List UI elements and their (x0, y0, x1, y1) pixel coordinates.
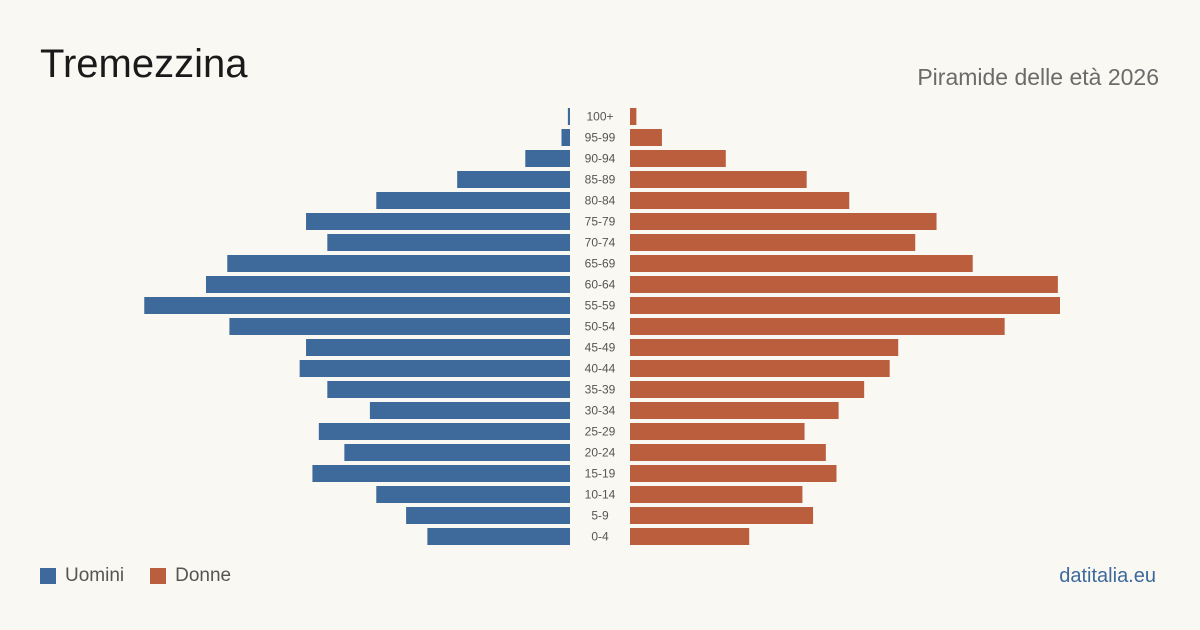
age-label-0-4: 0-4 (591, 530, 609, 544)
age-label-25-29: 25-29 (585, 425, 616, 439)
bar-female-60-64 (630, 276, 1058, 293)
legend-item-male: Uomini (40, 565, 124, 587)
bar-male-80-84 (376, 192, 570, 209)
bar-female-75-79 (630, 213, 937, 230)
bar-female-5-9 (630, 507, 814, 524)
age-label-35-39: 35-39 (585, 383, 616, 397)
bar-male-5-9 (406, 507, 570, 524)
age-label-30-34: 30-34 (585, 404, 616, 418)
legend-swatch-male (40, 568, 56, 584)
age-label-75-79: 75-79 (585, 215, 616, 229)
age-label-20-24: 20-24 (585, 446, 616, 460)
bar-female-90-94 (630, 150, 726, 167)
bar-female-50-54 (630, 318, 1005, 335)
bar-female-80-84 (630, 192, 850, 209)
age-label-70-74: 70-74 (585, 236, 616, 250)
age-label-100+: 100+ (586, 110, 613, 124)
bar-male-25-29 (318, 423, 570, 440)
bar-male-30-34 (369, 402, 570, 419)
brand-link[interactable]: datitalia.eu (1059, 565, 1156, 587)
age-label-80-84: 80-84 (585, 194, 616, 208)
bar-female-0-4 (630, 528, 750, 545)
bar-female-85-89 (630, 171, 807, 188)
bar-female-15-19 (630, 465, 837, 482)
bar-female-25-29 (630, 423, 805, 440)
bar-female-30-34 (630, 402, 839, 419)
bar-male-0-4 (427, 528, 570, 545)
legend-swatch-female (150, 568, 167, 584)
age-label-55-59: 55-59 (585, 299, 616, 313)
bar-male-50-54 (229, 318, 570, 335)
age-label-65-69: 65-69 (585, 257, 616, 271)
chart-title: Tremezzina (40, 42, 248, 86)
bar-female-55-59 (630, 297, 1060, 314)
age-label-60-64: 60-64 (585, 278, 616, 292)
bar-male-55-59 (144, 297, 570, 314)
bar-male-10-14 (376, 486, 570, 503)
chart-subtitle: Piramide delle età 2026 (917, 64, 1159, 90)
bar-male-40-44 (299, 360, 570, 377)
age-label-50-54: 50-54 (585, 320, 616, 334)
age-label-85-89: 85-89 (585, 173, 616, 187)
bar-male-100+ (567, 108, 570, 125)
age-label-10-14: 10-14 (585, 488, 616, 502)
bar-male-95-99 (561, 129, 570, 146)
legend-item-female: Donne (150, 565, 231, 587)
bar-female-10-14 (630, 486, 803, 503)
bar-female-20-24 (630, 444, 826, 461)
bar-male-20-24 (344, 444, 570, 461)
legend-label-female: Donne (175, 565, 232, 586)
bar-female-100+ (630, 108, 637, 125)
age-label-90-94: 90-94 (585, 152, 616, 166)
bar-female-70-74 (630, 234, 916, 251)
bar-male-65-69 (227, 255, 570, 272)
age-label-40-44: 40-44 (585, 362, 616, 376)
bar-male-60-64 (205, 276, 570, 293)
bar-female-35-39 (630, 381, 865, 398)
bar-male-70-74 (327, 234, 570, 251)
legend-label-male: Uomini (65, 565, 125, 586)
bar-male-35-39 (327, 381, 570, 398)
bar-male-45-49 (306, 339, 570, 356)
age-label-95-99: 95-99 (585, 131, 616, 145)
bar-male-85-89 (457, 171, 570, 188)
bar-male-90-94 (525, 150, 570, 167)
bar-female-65-69 (630, 255, 973, 272)
bar-female-45-49 (630, 339, 899, 356)
bar-female-40-44 (630, 360, 890, 377)
bar-female-95-99 (630, 129, 662, 146)
age-label-45-49: 45-49 (585, 341, 616, 355)
bar-male-15-19 (312, 465, 570, 482)
age-label-15-19: 15-19 (585, 467, 616, 481)
bar-male-75-79 (306, 213, 570, 230)
legend: Uomini Donne (40, 565, 247, 587)
age-label-5-9: 5-9 (591, 509, 609, 523)
